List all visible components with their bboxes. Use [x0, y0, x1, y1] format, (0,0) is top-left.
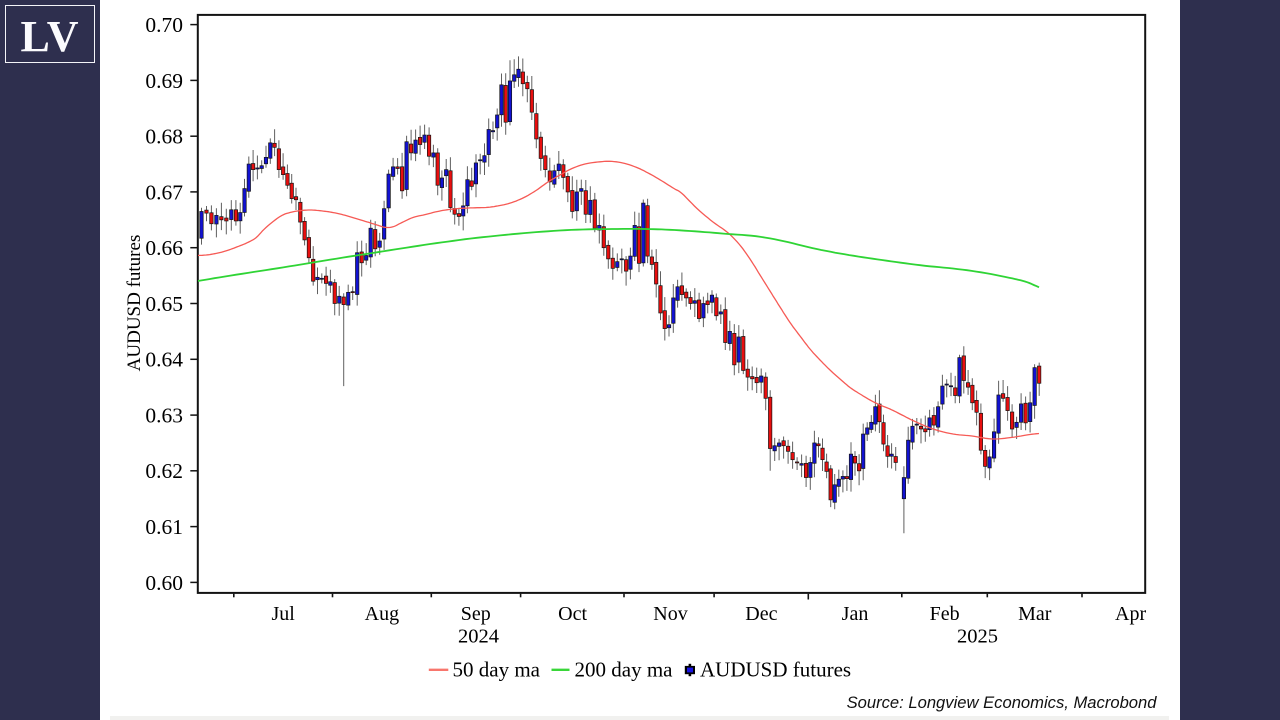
svg-text:0.63: 0.63	[145, 404, 183, 428]
svg-text:0.62: 0.62	[145, 459, 183, 483]
svg-text:50 day ma: 50 day ma	[453, 658, 541, 682]
svg-text:Jul: Jul	[272, 603, 296, 625]
svg-text:0.67: 0.67	[145, 180, 183, 204]
svg-text:Nov: Nov	[653, 603, 687, 625]
svg-text:0.61: 0.61	[145, 515, 183, 539]
svg-text:200 day ma: 200 day ma	[575, 658, 674, 682]
svg-text:0.69: 0.69	[145, 69, 183, 93]
svg-text:2024: 2024	[458, 626, 499, 648]
svg-text:2025: 2025	[957, 626, 998, 648]
svg-text:0.64: 0.64	[145, 348, 183, 372]
svg-text:Jan: Jan	[842, 603, 869, 625]
svg-text:Oct: Oct	[558, 603, 587, 625]
svg-text:0.70: 0.70	[145, 13, 183, 37]
svg-text:Feb: Feb	[930, 603, 960, 625]
svg-text:Mar: Mar	[1018, 603, 1052, 625]
svg-text:0.65: 0.65	[145, 292, 183, 316]
svg-text:Apr: Apr	[1115, 603, 1146, 625]
svg-text:Dec: Dec	[745, 603, 777, 625]
svg-text:0.66: 0.66	[145, 236, 183, 260]
svg-text:Source: Longview Economics, Ma: Source: Longview Economics, Macrobond	[847, 693, 1158, 712]
svg-text:Aug: Aug	[365, 603, 399, 625]
svg-text:Sep: Sep	[461, 603, 491, 625]
svg-text:AUDUSD futures: AUDUSD futures	[124, 235, 145, 372]
svg-text:AUDUSD futures: AUDUSD futures	[700, 658, 851, 682]
svg-text:0.60: 0.60	[145, 571, 183, 595]
svg-text:0.68: 0.68	[145, 125, 183, 149]
